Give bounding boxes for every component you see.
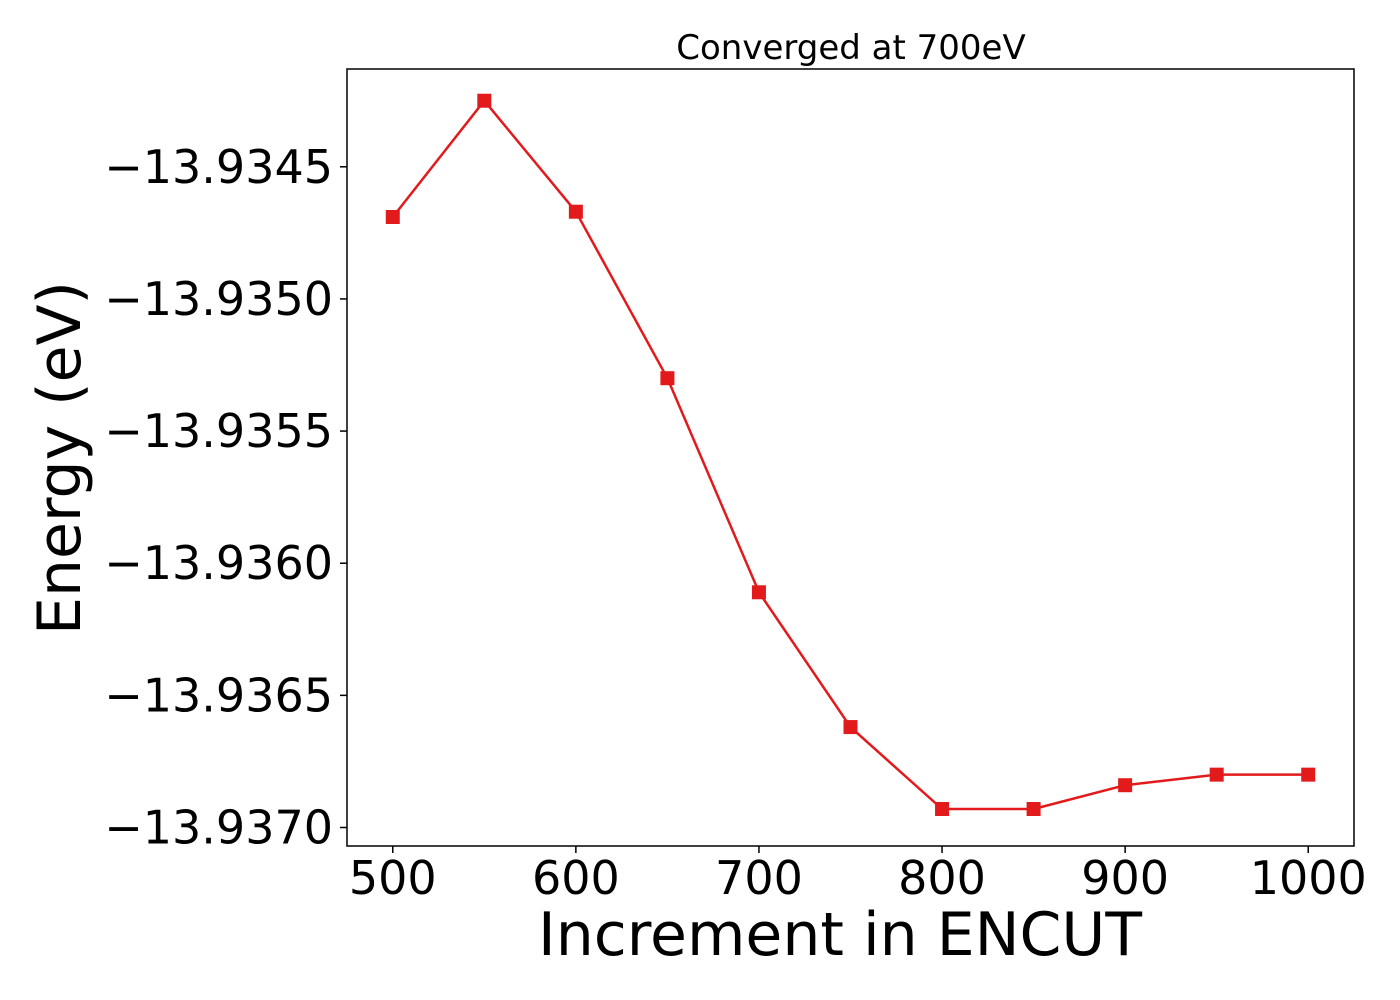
x-tick-label: 500 [349, 851, 437, 905]
x-tick-label: 800 [898, 851, 986, 905]
data-point [1026, 802, 1041, 816]
y-tick-label: −13.9370 [104, 801, 333, 855]
y-axis-label: Energy (eV) [25, 281, 95, 635]
data-point [843, 720, 858, 735]
x-tick-label: 1000 [1250, 851, 1367, 905]
y-tick-label: −13.9360 [104, 536, 333, 590]
data-point [1301, 767, 1316, 782]
data-point [477, 93, 492, 108]
data-point [751, 585, 766, 600]
y-tick-label: −13.9350 [104, 272, 333, 326]
data-point [660, 371, 675, 386]
data-point [1118, 778, 1133, 793]
x-tick-label: 600 [532, 851, 620, 905]
x-axis-label: Increment in ENCUT [538, 900, 1142, 970]
chart-title: Converged at 700eV [676, 28, 1025, 68]
plot-frame [346, 68, 1355, 847]
x-tick-label: 900 [1081, 851, 1169, 905]
y-tick-label: −13.9365 [104, 668, 333, 722]
data-point [568, 204, 583, 219]
data-point [935, 802, 950, 816]
x-tick-label: 700 [715, 851, 803, 905]
y-tick-label: −13.9355 [104, 404, 333, 458]
data-point [385, 210, 400, 224]
data-point [1209, 767, 1224, 782]
y-tick-label: −13.9345 [104, 140, 333, 194]
